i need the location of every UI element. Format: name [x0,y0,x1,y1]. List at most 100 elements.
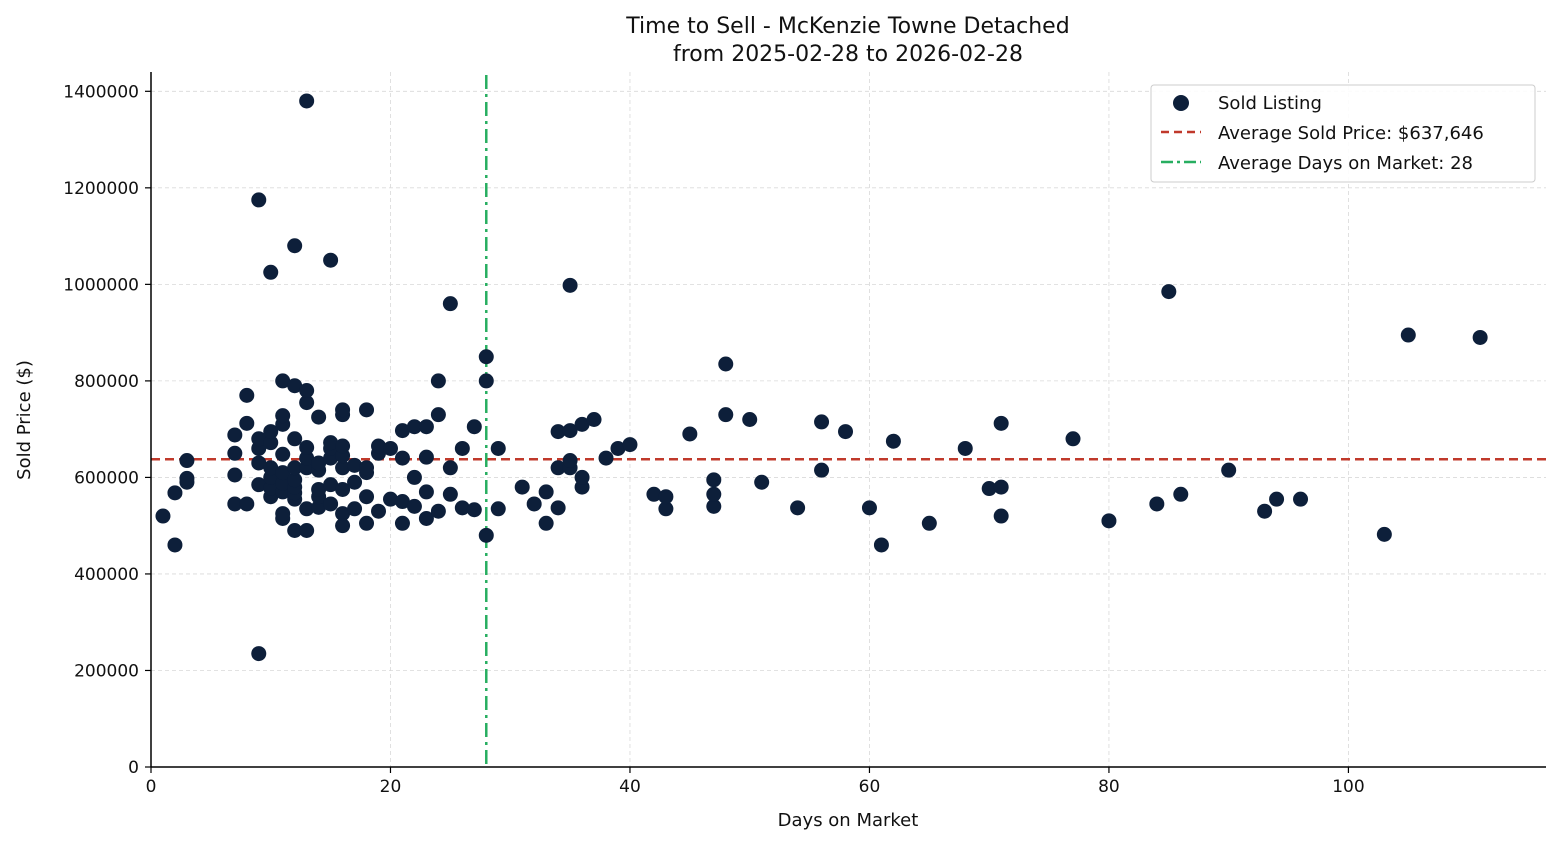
data-point [239,496,255,512]
data-point [251,431,267,447]
data-point [371,503,387,519]
data-point [167,537,183,553]
data-point [275,408,291,424]
data-point [418,484,434,500]
data-point [466,419,482,435]
data-point [1376,526,1392,542]
data-point [287,431,303,447]
y-tick-label: 1200000 [63,179,139,199]
y-tick-label: 600000 [74,468,139,488]
data-point [251,646,267,662]
y-tick-label: 1400000 [63,82,139,102]
data-point [311,455,327,471]
data-point [335,402,351,418]
data-point [706,486,722,502]
x-tick-label: 80 [1098,777,1120,797]
data-point [526,496,542,512]
data-point [1149,496,1165,512]
data-point [1400,327,1416,343]
data-point [993,479,1009,495]
data-point [718,407,734,423]
data-point [227,445,243,461]
data-point [227,427,243,443]
data-point [359,460,375,476]
data-point [335,460,351,476]
data-point [347,457,363,473]
data-point [179,453,195,469]
data-point [1161,284,1177,300]
data-point [359,515,375,531]
data-point [646,486,662,502]
data-point [490,440,506,456]
data-point [275,506,291,522]
y-tick-label: 0 [128,758,139,778]
data-point [263,435,279,451]
data-point [454,440,470,456]
data-point [430,407,446,423]
data-point [299,450,315,466]
data-point [454,500,470,516]
data-point [466,502,482,518]
data-point [263,460,279,476]
data-point [658,489,674,505]
data-point [1293,491,1309,507]
data-point [562,277,578,293]
y-tick-label: 800000 [74,372,139,392]
data-point [263,264,279,280]
data-point [251,192,267,208]
data-point [861,500,877,516]
data-point [323,477,339,493]
data-point [311,481,327,497]
legend-frame [1150,84,1536,183]
data-point [227,496,243,512]
data-point [155,508,171,524]
legend-label-sold-listing: Sold Listing [1218,93,1322,114]
data-point [1173,486,1189,502]
data-point [706,472,722,488]
data-point [359,489,375,505]
y-tick-label: 1000000 [63,275,139,295]
data-point [287,472,303,488]
data-point [394,515,410,531]
data-point [299,501,315,517]
data-point [418,449,434,465]
x-tick-label: 0 [146,777,157,797]
data-point [993,508,1009,524]
data-point [347,474,363,490]
legend-label-average-price: Average Sold Price: $637,646 [1218,123,1484,144]
data-point [430,503,446,519]
data-point [311,499,327,515]
data-point [287,238,303,254]
data-point [586,412,602,427]
data-point [347,501,363,517]
data-point [299,439,315,455]
data-point [323,496,339,512]
data-point [562,423,578,439]
data-point [406,498,422,514]
data-point [478,527,494,543]
data-point [814,462,830,478]
average-lines [151,75,1546,767]
data-point [550,500,566,516]
x-tick-label: 20 [380,777,402,797]
data-point [299,395,315,411]
data-point [299,523,315,539]
data-point [550,460,566,476]
data-point [227,467,243,483]
legend-marker-sold-listing [1173,95,1189,111]
data-point [442,296,458,312]
data-point [598,450,614,466]
data-point [574,416,590,432]
data-point [335,438,351,454]
data-point [478,373,494,389]
data-point [993,415,1009,431]
x-tick-label: 40 [619,777,641,797]
data-point [921,515,937,531]
legend: Sold Listing Average Sold Price: $637,64… [1150,84,1536,183]
data-point [550,424,566,440]
data-point [406,469,422,485]
data-point [251,477,267,493]
data-point [1472,329,1488,345]
data-point [814,414,830,430]
